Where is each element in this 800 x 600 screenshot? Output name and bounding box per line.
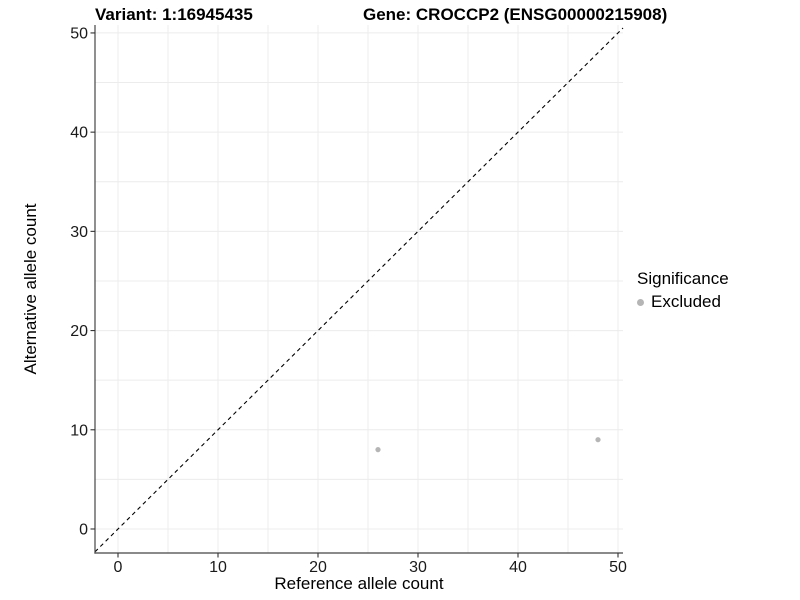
legend-marker-icon (637, 298, 644, 306)
identity-line (94, 27, 624, 553)
y-axis-title: Alternative allele count (21, 203, 40, 375)
legend-item-excluded: Excluded (637, 292, 729, 312)
y-tick-label: 0 (79, 521, 88, 538)
x-tick-label: 10 (209, 559, 227, 576)
y-tick-label: 10 (70, 422, 88, 439)
x-tick-label: 20 (309, 559, 327, 576)
y-tick-label: 50 (70, 25, 88, 42)
x-axis-title: Reference allele count (274, 574, 444, 593)
variant-title: Variant: 1:16945435 (95, 5, 253, 24)
x-tick-label: 40 (509, 559, 527, 576)
y-tick-label: 20 (70, 323, 88, 340)
data-point (375, 447, 381, 453)
y-tick-label: 30 (70, 224, 88, 241)
data-point (595, 437, 601, 443)
gene-title: Gene: CROCCP2 (ENSG00000215908) (363, 5, 668, 24)
x-tick-label: 0 (114, 559, 123, 576)
legend: Significance Excluded (637, 269, 729, 312)
legend-item-label: Excluded (651, 292, 721, 311)
y-tick-label: 40 (70, 125, 88, 142)
x-tick-label: 30 (409, 559, 427, 576)
x-tick-label: 50 (609, 559, 627, 576)
legend-title: Significance (637, 269, 729, 288)
